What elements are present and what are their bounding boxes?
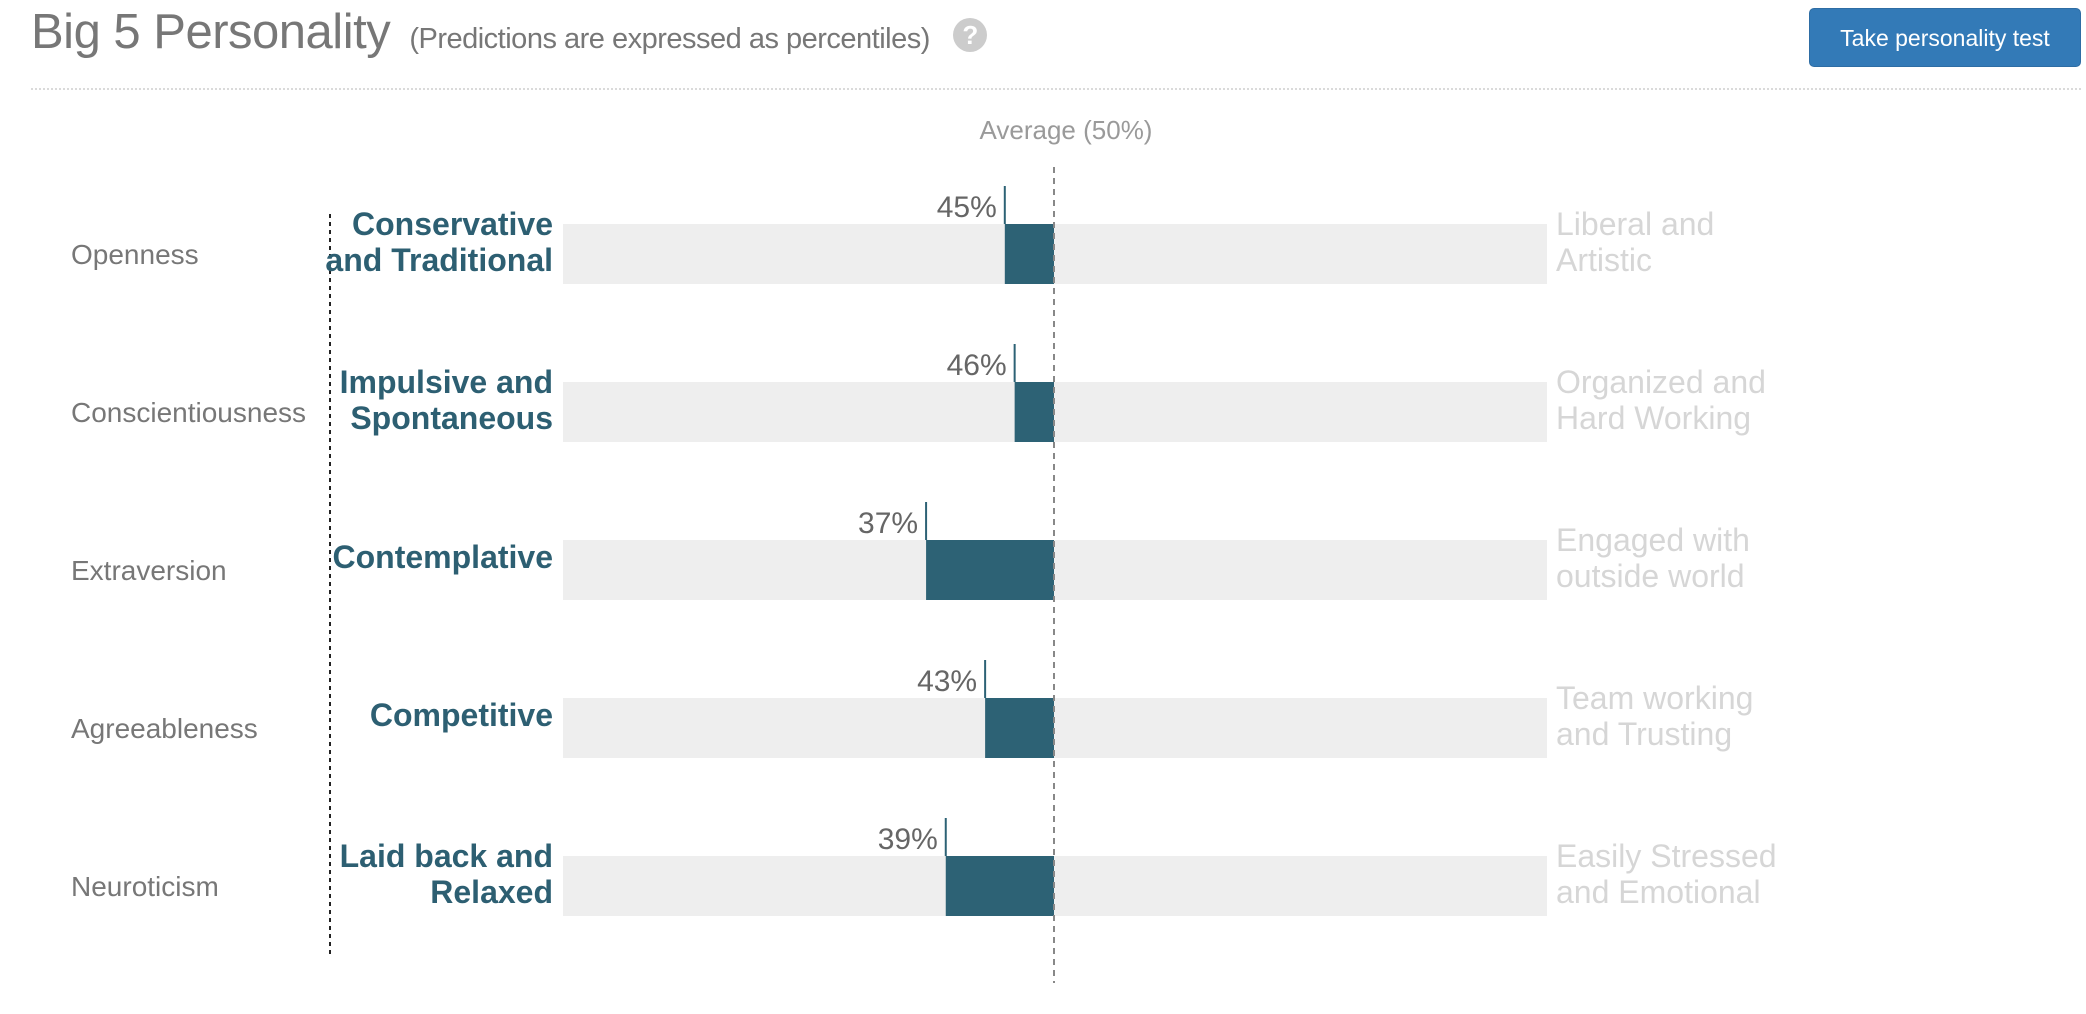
high-label-neuroticism-1: and Emotional <box>1556 874 1761 910</box>
header-divider <box>31 88 2081 90</box>
value-label-openness: 45% <box>937 191 997 224</box>
high-label-openness-0: Liberal and <box>1556 206 1714 242</box>
help-icon[interactable]: ? <box>953 18 988 52</box>
low-label-conscientiousness-1: Spontaneous <box>350 400 553 436</box>
high-label-conscientiousness-1: Hard Working <box>1556 400 1751 436</box>
low-label-openness-1: and Traditional <box>325 242 553 278</box>
high-label-extraversion-1: outside world <box>1556 558 1745 594</box>
trait-label-openness: Openness <box>71 239 199 270</box>
chart-title: Big 5 Personality (Predictions are expre… <box>31 4 988 60</box>
bar-agreeableness <box>985 698 1054 758</box>
low-label-neuroticism-0: Laid back and <box>340 838 553 874</box>
value-label-agreeableness: 43% <box>917 665 977 698</box>
chart-subtitle: (Predictions are expressed as percentile… <box>409 23 930 55</box>
high-label-agreeableness-0: Team working <box>1556 680 1753 716</box>
high-label-neuroticism-0: Easily Stressed <box>1556 838 1777 874</box>
chart-title-text: Big 5 Personality <box>31 5 391 59</box>
bar-extraversion <box>926 540 1054 600</box>
trait-label-neuroticism: Neuroticism <box>71 871 219 902</box>
value-label-neuroticism: 39% <box>878 823 938 856</box>
high-label-openness-1: Artistic <box>1556 242 1652 278</box>
trait-label-extraversion: Extraversion <box>71 555 227 586</box>
bar-neuroticism <box>945 856 1054 916</box>
average-label: Average (50%) <box>980 115 1153 145</box>
bar-conscientiousness <box>1014 382 1054 442</box>
take-personality-test-button[interactable]: Take personality test <box>1809 8 2081 67</box>
value-label-conscientiousness: 46% <box>947 349 1007 382</box>
low-label-neuroticism-1: Relaxed <box>430 874 553 910</box>
low-label-agreeableness-0: Competitive <box>370 697 553 733</box>
high-label-conscientiousness-0: Organized and <box>1556 364 1766 400</box>
bar-openness <box>1004 224 1054 284</box>
trait-label-agreeableness: Agreeableness <box>71 713 258 744</box>
value-label-extraversion: 37% <box>858 507 918 540</box>
low-label-extraversion-0: Contemplative <box>333 539 553 575</box>
high-label-agreeableness-1: and Trusting <box>1556 716 1732 752</box>
trait-label-conscientiousness: Conscientiousness <box>71 397 306 428</box>
low-label-conscientiousness-0: Impulsive and <box>340 364 553 400</box>
chart-header: Big 5 Personality (Predictions are expre… <box>31 0 2081 90</box>
high-label-extraversion-0: Engaged with <box>1556 522 1750 558</box>
low-label-openness-0: Conservative <box>352 206 553 242</box>
